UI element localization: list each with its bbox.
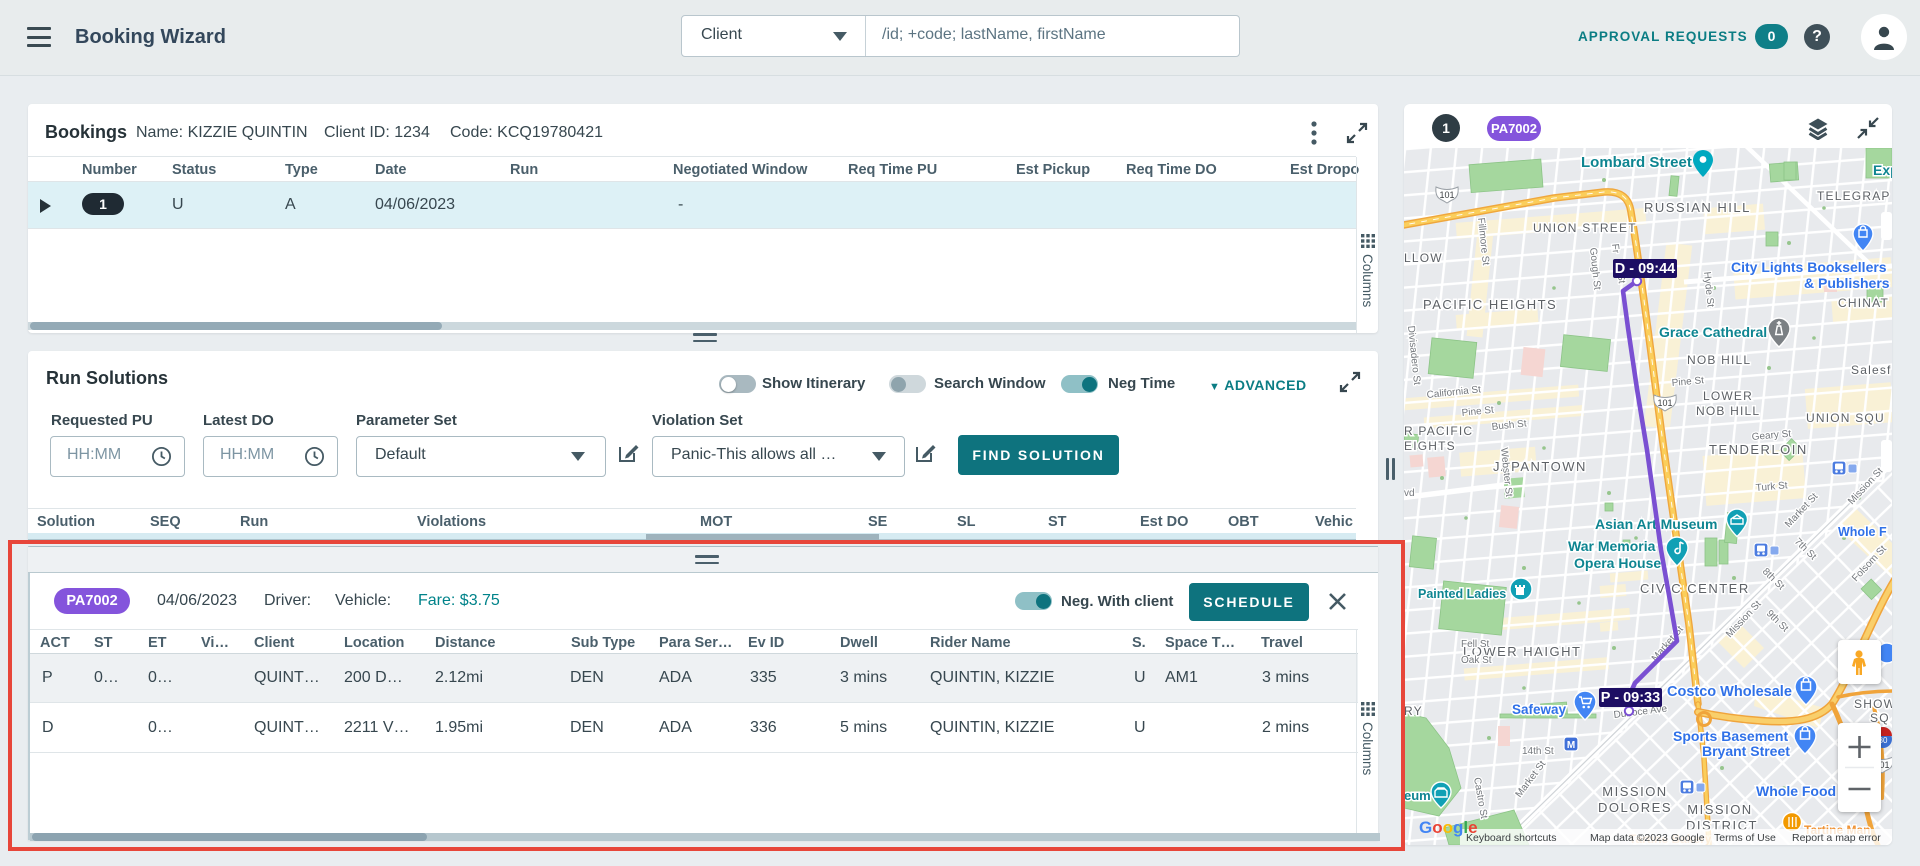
- svg-text:Keyboard shortcuts: Keyboard shortcuts: [1466, 832, 1556, 844]
- svg-text:Whole F: Whole F: [1838, 525, 1887, 539]
- svg-text:R PACIFIC: R PACIFIC: [1404, 424, 1473, 438]
- svg-text:TELEGRAP: TELEGRAP: [1817, 189, 1891, 203]
- svg-text:101: 101: [1657, 398, 1672, 408]
- svg-text:Costco Wholesale: Costco Wholesale: [1667, 684, 1792, 700]
- svg-text:Fell St: Fell St: [1461, 639, 1490, 650]
- svg-text:LOWER HAIGHT: LOWER HAIGHT: [1463, 644, 1581, 659]
- svg-text:Report a map error: Report a map error: [1792, 832, 1881, 844]
- svg-text:UNION SQU: UNION SQU: [1806, 411, 1885, 425]
- svg-text:JAPANTOWN: JAPANTOWN: [1493, 459, 1587, 474]
- svg-text:CHINAT: CHINAT: [1838, 296, 1889, 310]
- svg-text:City Lights Booksellers: City Lights Booksellers: [1731, 259, 1887, 275]
- svg-text:PACIFIC HEIGHTS: PACIFIC HEIGHTS: [1423, 297, 1557, 312]
- svg-text:EIGHTS: EIGHTS: [1404, 439, 1456, 453]
- svg-text:Map data ©2023 Google: Map data ©2023 Google: [1590, 832, 1705, 844]
- svg-text:Hyde St: Hyde St: [1701, 271, 1716, 308]
- svg-text:Whole Food: Whole Food: [1756, 783, 1836, 799]
- svg-text:MISSION: MISSION: [1602, 784, 1667, 799]
- svg-text:TENDERLOIN: TENDERLOIN: [1709, 442, 1808, 457]
- svg-text:DOLORES: DOLORES: [1598, 800, 1672, 815]
- svg-text:Safeway: Safeway: [1512, 702, 1567, 717]
- svg-text:Bush St: Bush St: [1491, 418, 1527, 433]
- svg-text:Bryant Street: Bryant Street: [1702, 743, 1790, 759]
- svg-text:Google: Google: [1419, 818, 1478, 837]
- svg-text:SHOW: SHOW: [1854, 697, 1892, 711]
- svg-text:CIVIC CENTER: CIVIC CENTER: [1640, 581, 1750, 596]
- svg-text:Lombard Street: Lombard Street: [1581, 154, 1692, 171]
- svg-text:LLOW: LLOW: [1404, 251, 1443, 265]
- svg-text:M: M: [1567, 740, 1575, 751]
- svg-text:D - 09:44: D - 09:44: [1615, 261, 1675, 277]
- svg-text:Fr: Fr: [1609, 243, 1621, 254]
- svg-text:14th St: 14th St: [1522, 746, 1554, 757]
- svg-text:Exp: Exp: [1873, 162, 1892, 178]
- svg-text:War Memoria: War Memoria: [1568, 538, 1656, 554]
- svg-text:Pine St: Pine St: [1461, 405, 1494, 419]
- svg-text:Salesf: Salesf: [1851, 363, 1892, 377]
- svg-text:101: 101: [1874, 760, 1889, 770]
- svg-text:Opera House: Opera House: [1574, 555, 1661, 571]
- svg-text:MISSION: MISSION: [1687, 802, 1752, 817]
- svg-text:Geary St: Geary St: [1751, 429, 1791, 443]
- svg-text:Pine St: Pine St: [1671, 375, 1704, 389]
- svg-text:Turk St: Turk St: [1755, 480, 1788, 494]
- svg-text:P - 09:33: P - 09:33: [1601, 690, 1660, 706]
- svg-text:& Publishers: & Publishers: [1804, 275, 1890, 291]
- svg-text:NOB HILL: NOB HILL: [1687, 353, 1751, 367]
- svg-text:LOWER: LOWER: [1703, 389, 1753, 403]
- svg-text:eum: eum: [1404, 788, 1431, 803]
- svg-text:Sports Basement: Sports Basement: [1673, 728, 1788, 744]
- svg-text:RUSSIAN HILL: RUSSIAN HILL: [1644, 200, 1751, 215]
- svg-text:UNION STREET: UNION STREET: [1533, 221, 1637, 235]
- svg-text:RY: RY: [1404, 704, 1423, 718]
- svg-text:NOB HILL: NOB HILL: [1696, 404, 1760, 418]
- svg-text:Painted Ladies: Painted Ladies: [1418, 587, 1506, 601]
- svg-text:Oak St: Oak St: [1461, 655, 1492, 666]
- svg-text:80: 80: [1879, 736, 1888, 745]
- svg-text:Grace Cathedral: Grace Cathedral: [1659, 324, 1767, 340]
- svg-text:SQ: SQ: [1870, 711, 1890, 725]
- svg-text:vd: vd: [1404, 488, 1415, 499]
- svg-text:Terms of Use: Terms of Use: [1714, 832, 1776, 844]
- svg-text:101: 101: [1439, 190, 1454, 200]
